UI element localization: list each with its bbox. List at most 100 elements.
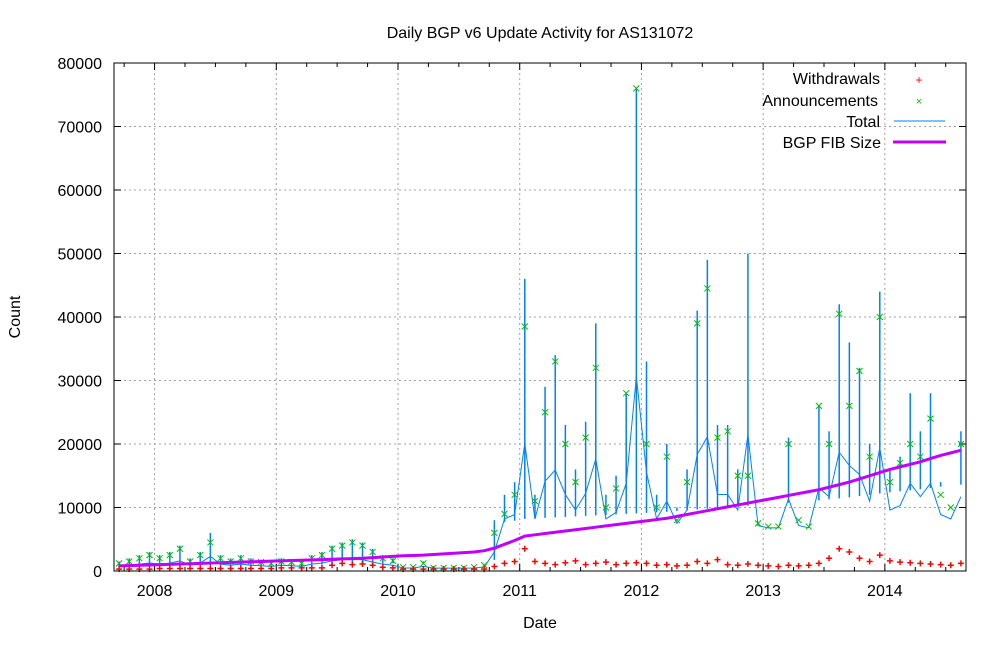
withdrawal-point (552, 561, 559, 568)
withdrawal-point (765, 562, 772, 569)
withdrawal-point (775, 563, 782, 570)
y-tick-label: 70000 (58, 120, 103, 137)
withdrawal-point (937, 561, 944, 568)
plot-frame (113, 62, 967, 572)
announcement-point (906, 440, 914, 448)
withdrawal-point (927, 561, 934, 568)
announcement-point (785, 440, 792, 448)
withdrawal-point (359, 561, 366, 568)
withdrawal-point (643, 560, 650, 567)
withdrawal-point (531, 558, 538, 565)
announcement-point (562, 440, 569, 448)
y-tick-label: 20000 (58, 437, 103, 454)
announcement-point (196, 551, 204, 559)
announcement-point (237, 554, 245, 562)
x-tick-label: 2010 (380, 583, 416, 600)
announcement-point (622, 389, 630, 397)
y-tick-label: 10000 (58, 501, 103, 518)
announcement-point (166, 551, 174, 559)
withdrawal-point (156, 565, 163, 572)
announcement-point (693, 319, 701, 327)
withdrawal-point (207, 565, 214, 572)
x-tick-label: 2013 (745, 583, 781, 600)
announcement-point (653, 504, 660, 511)
withdrawal-point (846, 548, 853, 555)
series-announcements (115, 85, 965, 572)
announcement-point (541, 408, 549, 416)
announcement-point (501, 510, 508, 518)
withdrawal-point (785, 562, 792, 569)
announcement-point (815, 402, 823, 410)
announcement-point (937, 491, 944, 499)
withdrawal-point (511, 558, 518, 565)
announcement-point (917, 453, 924, 461)
grid (114, 62, 966, 572)
withdrawal-point (633, 559, 640, 566)
withdrawal-point (288, 564, 295, 571)
announcement-point (754, 520, 762, 527)
legend-marker-withdrawals: + (915, 73, 922, 87)
announcement-point (156, 554, 163, 562)
data-marks (115, 85, 965, 573)
tick-labels: 0 10000 20000 30000 40000 50000 60000 70000 8000… (58, 56, 903, 600)
announcement-point (663, 453, 671, 461)
x-tick-label: 2011 (503, 583, 538, 600)
withdrawal-point (562, 559, 569, 566)
announcement-point (805, 523, 813, 530)
withdrawal-point (501, 560, 508, 567)
announcement-point (511, 491, 518, 499)
withdrawal-point (389, 564, 396, 571)
announcement-point (876, 313, 884, 321)
announcement-point (846, 402, 853, 410)
announcement-point (369, 548, 376, 556)
y-tick-label: 30000 (58, 374, 103, 391)
withdrawal-point (227, 565, 234, 572)
x-tick-label: 2012 (624, 583, 660, 600)
legend: Withdrawals + Announcements × Total BGP … (762, 71, 946, 152)
withdrawal-point (176, 565, 183, 572)
withdrawal-point (521, 545, 528, 552)
withdrawal-point (724, 561, 731, 568)
withdrawal-point (379, 564, 386, 571)
withdrawal-point (856, 555, 863, 562)
withdrawal-point (258, 565, 265, 572)
withdrawal-point (795, 562, 802, 569)
legend-label-fib: BGP FIB Size (783, 135, 882, 152)
announcement-point (551, 358, 559, 365)
announcement-point (420, 560, 427, 567)
withdrawal-point (369, 562, 376, 569)
announcement-point (146, 551, 153, 559)
x-tick-label: 2009 (258, 583, 294, 600)
y-tick-label: 0 (93, 564, 102, 581)
withdrawal-point (836, 545, 843, 552)
withdrawal-point (329, 562, 336, 569)
withdrawal-point (247, 565, 254, 572)
withdrawal-point (308, 564, 315, 571)
announcement-point (886, 478, 894, 486)
announcement-point (835, 310, 843, 318)
announcement-point (704, 285, 711, 292)
y-tick-label: 60000 (58, 183, 103, 200)
fib-line (119, 448, 962, 568)
announcement-point (582, 434, 589, 442)
announcement-point (825, 440, 833, 448)
announcement-point (714, 434, 721, 442)
withdrawal-point (815, 560, 822, 567)
withdrawal-point (339, 560, 346, 567)
y-tick-label: 50000 (58, 247, 103, 264)
withdrawal-point (349, 561, 356, 568)
announcement-point (856, 367, 863, 375)
withdrawal-point (876, 552, 883, 559)
withdrawal-point (623, 560, 630, 567)
withdrawal-point (744, 561, 751, 568)
withdrawal-point (947, 562, 954, 569)
legend-label-withdrawals: Withdrawals (793, 71, 880, 88)
series-withdrawals (116, 545, 964, 573)
withdrawal-point (673, 562, 680, 569)
withdrawal-point (166, 565, 173, 572)
announcement-point (531, 497, 539, 505)
withdrawal-point (237, 565, 244, 572)
withdrawal-point (613, 561, 620, 568)
announcement-point (349, 539, 356, 546)
withdrawal-point (217, 565, 224, 572)
